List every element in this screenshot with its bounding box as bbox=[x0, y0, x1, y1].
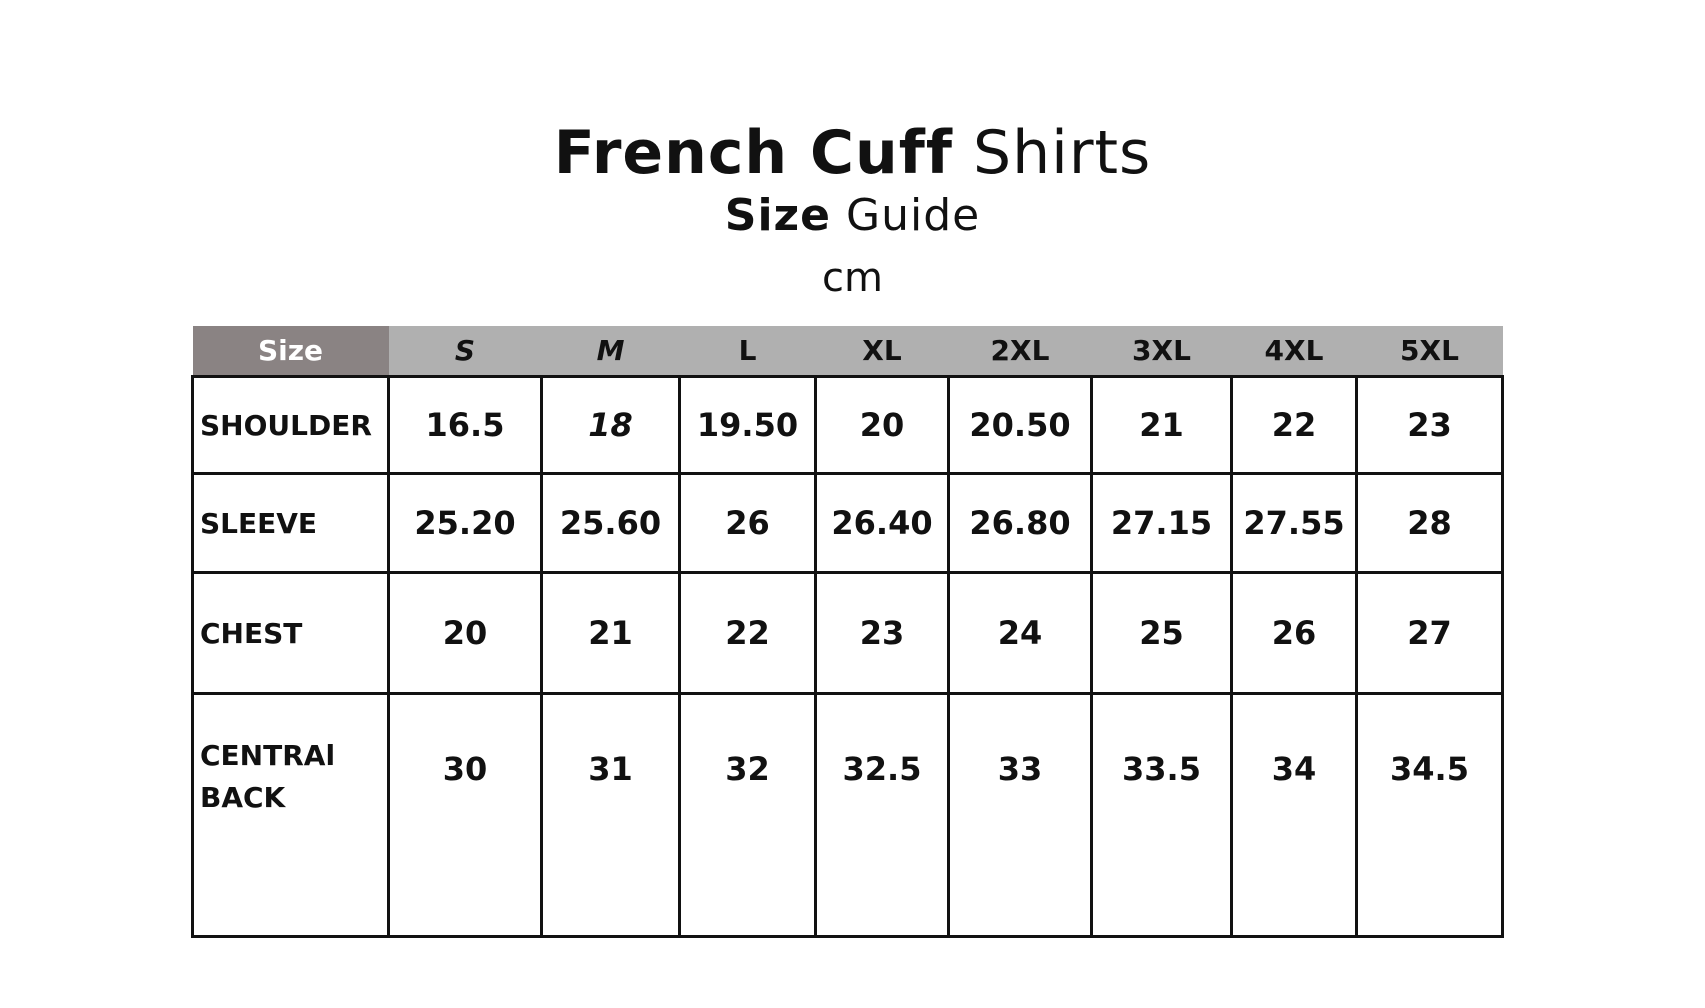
row-label: CHEST bbox=[191, 571, 390, 695]
table-row: CENTRAl BACK 30 31 32 32.5 33 33.5 34 34.5 bbox=[191, 692, 1504, 938]
table-cell: 20 bbox=[814, 375, 950, 475]
table-cell: 27.15 bbox=[1090, 472, 1233, 574]
table-cell: 26.80 bbox=[947, 472, 1093, 574]
table-cell: 22 bbox=[1230, 375, 1358, 475]
header-4xl: 4XL bbox=[1231, 326, 1357, 377]
title-bold: French Cuff bbox=[553, 118, 953, 188]
header-2xl: 2XL bbox=[948, 326, 1092, 377]
table-cell: 28 bbox=[1355, 472, 1504, 574]
table-cell: 21 bbox=[1090, 375, 1233, 475]
table-cell: 26 bbox=[678, 472, 817, 574]
table-cell: 26 bbox=[1230, 571, 1358, 695]
table-row: SLEEVE 25.20 25.60 26 26.40 26.80 27.15 27.55 28 bbox=[191, 472, 1504, 574]
table-cell: 24 bbox=[947, 571, 1093, 695]
table-cell: 19.50 bbox=[678, 375, 817, 475]
table-cell: 26.40 bbox=[814, 472, 950, 574]
header-row: Size S M L XL 2XL 3XL 4XL 5XL bbox=[192, 326, 1503, 377]
table-cell: 20 bbox=[387, 571, 543, 695]
table-cell: 34 bbox=[1230, 692, 1358, 938]
table-row: CHEST 20 21 22 23 24 25 26 27 bbox=[191, 571, 1504, 695]
subtitle-regular: Guide bbox=[846, 190, 981, 241]
header-s: S bbox=[388, 326, 542, 377]
table-cell: 32 bbox=[678, 692, 817, 938]
table-cell: 32.5 bbox=[814, 692, 950, 938]
table-cell: 20.50 bbox=[947, 375, 1093, 475]
table-cell: 18 bbox=[540, 375, 681, 475]
header-5xl: 5XL bbox=[1356, 326, 1503, 377]
header-xl: XL bbox=[815, 326, 949, 377]
table-cell: 25.60 bbox=[540, 472, 681, 574]
page-title: French Cuff Shirts bbox=[0, 118, 1705, 188]
table-cell: 33.5 bbox=[1090, 692, 1233, 938]
subtitle: Size Guide bbox=[0, 190, 1705, 242]
row-label: SLEEVE bbox=[191, 472, 390, 574]
table-cell: 33 bbox=[947, 692, 1093, 938]
title-regular: Shirts bbox=[973, 118, 1152, 188]
table-cell: 27 bbox=[1355, 571, 1504, 695]
size-table: Size S M L XL 2XL 3XL 4XL 5XL SHOULDER 16.5 18 19.5… bbox=[191, 326, 1504, 938]
table-cell: 27.55 bbox=[1230, 472, 1358, 574]
table-row: SHOULDER 16.5 18 19.50 20 20.50 21 22 23 bbox=[191, 375, 1504, 475]
header-m: M bbox=[541, 326, 680, 377]
table-cell: 23 bbox=[1355, 375, 1504, 475]
table-cell: 31 bbox=[540, 692, 681, 938]
header-3xl: 3XL bbox=[1091, 326, 1232, 377]
table-cell: 23 bbox=[814, 571, 950, 695]
table-cell: 22 bbox=[678, 571, 817, 695]
unit-label: cm bbox=[822, 255, 883, 301]
subtitle-bold: Size bbox=[724, 190, 831, 241]
table-cell: 25.20 bbox=[387, 472, 543, 574]
row-label: CENTRAl BACK bbox=[191, 692, 390, 938]
header-size: Size bbox=[192, 326, 389, 377]
table-cell: 34.5 bbox=[1355, 692, 1504, 938]
table-cell: 16.5 bbox=[387, 375, 543, 475]
row-label: SHOULDER bbox=[191, 375, 390, 475]
header-l: L bbox=[679, 326, 816, 377]
table-cell: 30 bbox=[387, 692, 543, 938]
table-cell: 21 bbox=[540, 571, 681, 695]
table-cell: 25 bbox=[1090, 571, 1233, 695]
